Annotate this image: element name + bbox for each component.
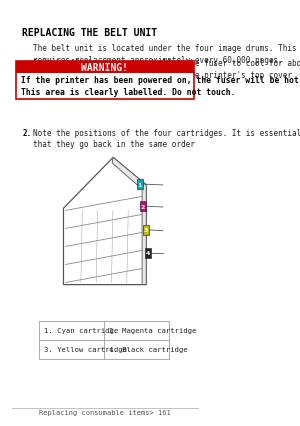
Text: 2.: 2.	[23, 128, 32, 137]
Bar	[137, 180, 143, 190]
Text: WARNING!: WARNING!	[81, 63, 128, 72]
Text: 1: 1	[138, 182, 142, 187]
Text: 3: 3	[144, 228, 148, 233]
Bar	[16, 61, 194, 73]
Bar	[140, 201, 146, 212]
Text: Press the cover release and open the printer's top cover
fully.: Press the cover release and open the pri…	[34, 71, 292, 92]
Text: 4: 4	[146, 251, 150, 256]
Text: 1.: 1.	[23, 71, 32, 80]
Polygon shape	[112, 158, 146, 285]
Bar	[16, 61, 194, 100]
Text: 2. Magenta cartridge: 2. Magenta cartridge	[109, 328, 196, 334]
Text: If the printer has been powered on, the fuser will be hot.
This area is clearly : If the printer has been powered on, the …	[21, 76, 300, 97]
Text: 3. Yellow cartridge: 3. Yellow cartridge	[44, 346, 127, 352]
Text: 4. Black cartridge: 4. Black cartridge	[109, 346, 188, 352]
Text: REPLACING THE BELT UNIT: REPLACING THE BELT UNIT	[22, 28, 157, 37]
Text: Note the positions of the four cartridges. It is essential
that they go back in : Note the positions of the four cartridge…	[34, 128, 300, 149]
Text: 1. Cyan cartridge: 1. Cyan cartridge	[44, 328, 118, 334]
Bar	[39, 321, 104, 340]
Text: Replacing consumable items> 161: Replacing consumable items> 161	[39, 409, 171, 415]
Text: Switch off the printer and allow the fuser to cool for about
10 minutes before o: Switch off the printer and allow the fus…	[34, 58, 300, 79]
Bar	[104, 321, 169, 340]
Bar	[143, 225, 149, 236]
Text: The belt unit is located under the four image drums. This unit
requires replacem: The belt unit is located under the four …	[34, 44, 300, 64]
Bar	[145, 248, 151, 258]
Text: 2: 2	[141, 204, 145, 209]
Bar	[104, 340, 169, 359]
Bar	[16, 73, 194, 100]
Bar	[39, 340, 104, 359]
